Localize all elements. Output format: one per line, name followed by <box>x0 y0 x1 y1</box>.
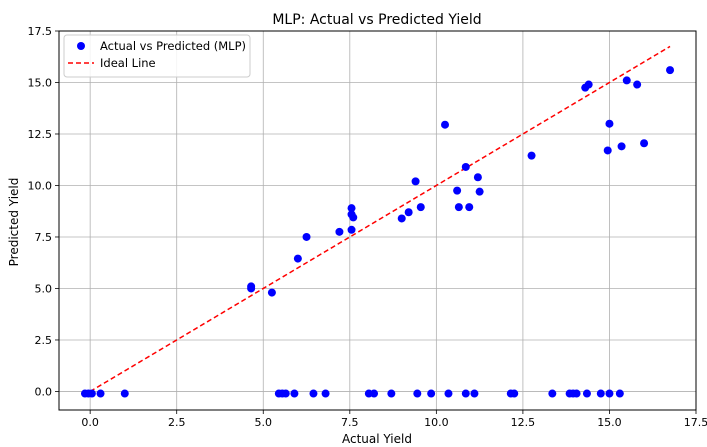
scatter-point <box>247 284 256 293</box>
scatter-point <box>453 186 462 195</box>
scatter-point <box>404 208 413 217</box>
scatter-point <box>321 389 330 398</box>
scatter-point <box>617 142 626 151</box>
scatter-point <box>335 227 344 236</box>
legend-box <box>63 34 251 78</box>
scatter-point <box>293 254 302 263</box>
y-tick-label: 10.0 <box>28 179 53 192</box>
scatter-point <box>411 177 420 186</box>
points-layer <box>80 66 675 398</box>
ideal-line-layer <box>89 45 671 393</box>
scatter-point <box>605 389 614 398</box>
ideal-line <box>89 45 671 393</box>
scatter-point <box>416 203 425 212</box>
scatter-point <box>370 389 379 398</box>
y-tick-label: 12.5 <box>28 128 53 141</box>
scatter-point <box>470 389 479 398</box>
scatter-point <box>349 213 358 222</box>
scatter-point <box>302 232 311 241</box>
scatter-point <box>441 120 450 129</box>
scatter-point <box>290 389 299 398</box>
x-tick-label: 2.5 <box>168 416 186 429</box>
grid <box>59 30 697 410</box>
y-tick-label: 0.0 <box>35 385 53 398</box>
legend: Actual vs Predicted (MLP) Ideal Line <box>63 34 251 78</box>
legend-label-ideal-line: Ideal Line <box>100 56 156 70</box>
scatter-point <box>427 389 436 398</box>
scatter-point <box>444 389 453 398</box>
scatter-point <box>413 389 422 398</box>
scatter-point <box>87 389 96 398</box>
scatter-point <box>309 389 318 398</box>
x-tick-label: 12.5 <box>511 416 536 429</box>
scatter-point <box>633 80 642 89</box>
x-tick-label: 7.5 <box>341 416 359 429</box>
x-tick-label: 15.0 <box>597 416 622 429</box>
scatter-point <box>465 203 474 212</box>
legend-marker-points <box>77 42 85 50</box>
y-axis-ticks: 0.0 2.5 5.0 7.5 10.0 12.5 15.0 17.5 <box>28 25 59 398</box>
scatter-point <box>96 389 105 398</box>
scatter-point <box>510 389 519 398</box>
scatter-point <box>666 66 675 75</box>
legend-label-points: Actual vs Predicted (MLP) <box>100 39 246 53</box>
y-tick-label: 7.5 <box>35 231 53 244</box>
scatter-point <box>397 214 406 223</box>
y-tick-label: 15.0 <box>28 76 53 89</box>
x-axis-label: Actual Yield <box>342 432 412 446</box>
scatter-point <box>267 288 276 297</box>
scatter-point <box>596 389 605 398</box>
x-axis-ticks: 0.0 2.5 5.0 7.5 10.0 12.5 15.0 17.5 <box>81 410 707 429</box>
scatter-point <box>120 389 129 398</box>
scatter-point <box>461 389 470 398</box>
scatter-point <box>461 162 470 171</box>
x-tick-label: 17.5 <box>684 416 707 429</box>
scatter-point <box>582 389 591 398</box>
y-tick-label: 17.5 <box>28 25 53 38</box>
scatter-point <box>603 146 612 155</box>
scatter-point <box>615 389 624 398</box>
scatter-point <box>584 80 593 89</box>
scatter-point <box>347 225 356 234</box>
scatter-point <box>347 204 356 213</box>
y-tick-label: 5.0 <box>35 282 53 295</box>
scatter-point <box>572 389 581 398</box>
plot-frame <box>58 30 697 411</box>
scatter-point <box>622 76 631 85</box>
x-tick-label: 10.0 <box>424 416 449 429</box>
scatter-point <box>281 389 290 398</box>
x-tick-label: 5.0 <box>255 416 273 429</box>
scatter-point <box>640 139 649 148</box>
y-axis-label: Predicted Yield <box>7 178 21 267</box>
scatter-point <box>473 173 482 182</box>
x-tick-label: 0.0 <box>81 416 99 429</box>
scatter-point <box>387 389 396 398</box>
scatter-point <box>527 151 536 160</box>
y-tick-label: 2.5 <box>35 334 53 347</box>
scatter-point <box>475 187 484 196</box>
scatter-point <box>548 389 557 398</box>
scatter-point <box>605 119 614 128</box>
chart-title: MLP: Actual vs Predicted Yield <box>272 12 481 28</box>
scatter-point <box>454 203 463 212</box>
